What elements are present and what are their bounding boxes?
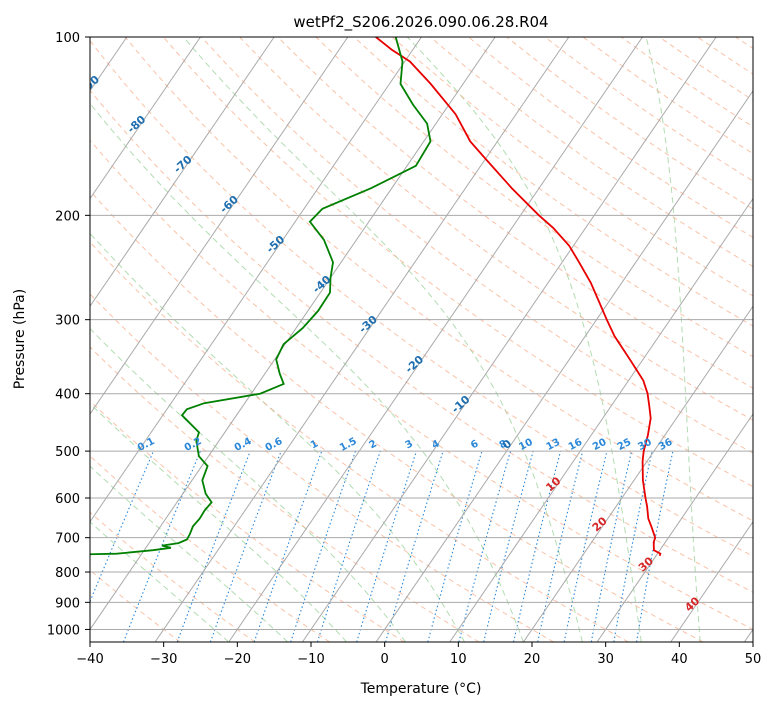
isotherm-line <box>670 520 753 642</box>
mixing-ratio-label: 8 <box>498 438 509 451</box>
dry-adiabat-line <box>90 241 629 642</box>
x-tick-label: −20 <box>224 652 251 667</box>
mixing-ratio-line <box>90 450 155 603</box>
y-axis-label: Pressure (hPa) <box>12 289 28 389</box>
mixing-ratio-label: 4 <box>430 438 441 451</box>
x-tick-label: 40 <box>671 652 688 667</box>
mixing-ratio-line <box>427 450 483 642</box>
dry-adiabat-line <box>391 37 753 297</box>
isotherm-line <box>90 37 422 523</box>
y-tick-label: 200 <box>55 209 80 224</box>
x-axis-label: Temperature (°C) <box>360 681 482 697</box>
mixing-ratio-line <box>176 450 251 642</box>
mixing-ratio-label: 6 <box>469 438 480 451</box>
moist-adiabat-line <box>406 37 642 642</box>
x-tick-label: 10 <box>450 652 467 667</box>
isotherm-line <box>596 413 753 642</box>
isotherm-line <box>90 37 275 308</box>
x-tick-label: 30 <box>597 652 614 667</box>
moist-adiabat-line <box>183 37 583 642</box>
dry-adiabats <box>90 37 753 642</box>
x-tick-label: 20 <box>524 652 541 667</box>
profile-series <box>90 37 662 557</box>
isobars <box>90 37 753 630</box>
dry-adiabat-line <box>315 37 753 358</box>
mixing-ratio-label: 2 <box>367 438 378 451</box>
dry-adiabat-line <box>201 37 753 454</box>
isotherm-line <box>375 89 753 642</box>
mixing-ratio-line <box>356 450 418 642</box>
mixing-ratio-line <box>290 450 357 642</box>
moist-adiabat-line <box>90 102 524 642</box>
y-axis-ticks: 100 200 300 400 500 600 700 800 900 1000 <box>47 31 90 638</box>
x-axis-ticks: −40 −30 −20 −10 0 10 20 30 40 50 <box>76 642 761 667</box>
temperature-profile-line <box>375 37 662 557</box>
y-tick-label: 600 <box>55 492 80 507</box>
mixing-ratio-label: 1 <box>309 438 320 451</box>
mixing-ratio-line <box>512 450 562 642</box>
dry-adiabat-line <box>90 40 753 557</box>
y-tick-label: 400 <box>55 388 80 403</box>
mixing-ratio-label: 3 <box>404 438 415 451</box>
y-tick-label: 300 <box>55 314 80 329</box>
mixing-ratio-line <box>458 450 512 642</box>
isotherm-line <box>449 197 753 642</box>
y-tick-label: 100 <box>55 31 80 46</box>
dry-adiabat-line <box>239 37 753 421</box>
y-tick-label: 1000 <box>47 623 80 638</box>
mixing-ratio-line <box>563 450 608 642</box>
moist-adiabat-line <box>90 465 289 642</box>
dry-adiabat-line <box>90 89 753 593</box>
isotherm-line <box>154 37 570 642</box>
moist-adiabat-line <box>90 521 230 642</box>
x-tick-label: 50 <box>745 652 762 667</box>
x-tick-label: −10 <box>297 652 324 667</box>
y-tick-label: 800 <box>55 566 80 581</box>
isotherm-line <box>90 37 349 415</box>
dry-adiabat-line <box>90 139 753 630</box>
dry-adiabat-line <box>90 190 704 642</box>
x-tick-label: −40 <box>76 652 103 667</box>
mixing-ratio-line <box>537 450 584 642</box>
mixing-ratio-line <box>122 450 201 642</box>
y-tick-label: 500 <box>55 445 80 460</box>
isotherm-line <box>523 305 753 642</box>
moist-adiabat-line <box>90 232 465 642</box>
chart-title: wetPf2_S206.2026.090.06.28.R04 <box>293 13 548 32</box>
isotherm-line <box>90 37 201 200</box>
plot-frame <box>89 36 754 643</box>
mixing-ratio-line <box>316 450 381 642</box>
isotherm-line <box>302 37 717 642</box>
isotherm-line <box>228 37 643 642</box>
y-tick-label: 700 <box>55 532 80 547</box>
dry-adiabat-line <box>90 400 405 642</box>
y-tick-label: 900 <box>55 596 80 611</box>
isotherms <box>90 37 753 642</box>
dry-adiabat-line <box>124 37 753 522</box>
mixing-ratio-line <box>253 450 323 642</box>
x-tick-label: 0 <box>381 652 389 667</box>
x-tick-label: −30 <box>150 652 177 667</box>
dewpoint-profile-line <box>90 37 432 556</box>
dry-adiabat-line <box>90 293 554 642</box>
mixing-ratio-line <box>209 450 282 642</box>
